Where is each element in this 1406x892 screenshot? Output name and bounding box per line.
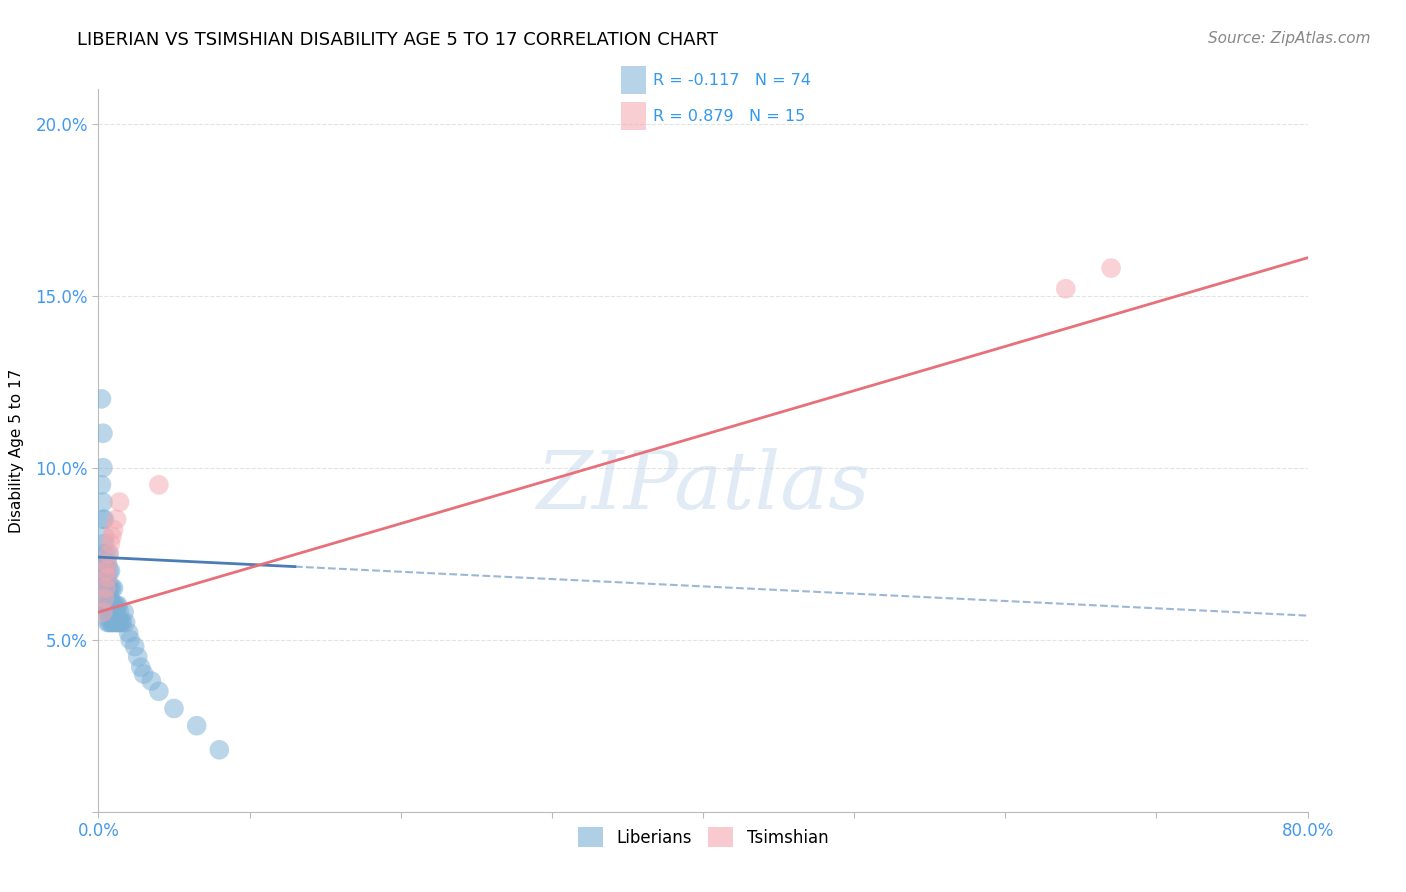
Point	[111, 615, 134, 630]
Point	[93, 536, 115, 550]
Point	[186, 719, 208, 733]
Point	[132, 667, 155, 681]
Point	[96, 591, 118, 606]
Point	[118, 625, 141, 640]
Point	[98, 564, 121, 578]
Point	[94, 591, 117, 606]
Point	[105, 615, 128, 630]
Point	[90, 478, 112, 492]
Point	[91, 512, 114, 526]
Point	[93, 557, 115, 571]
Text: LIBERIAN VS TSIMSHIAN DISABILITY AGE 5 TO 17 CORRELATION CHART: LIBERIAN VS TSIMSHIAN DISABILITY AGE 5 T…	[77, 31, 718, 49]
Point	[93, 512, 115, 526]
Point	[104, 605, 127, 619]
Point	[101, 599, 124, 613]
Point	[103, 523, 125, 537]
Point	[100, 591, 122, 606]
Point	[100, 615, 122, 630]
Point	[101, 529, 124, 543]
Point	[148, 684, 170, 698]
Text: R = 0.879   N = 15: R = 0.879 N = 15	[654, 109, 806, 124]
Point	[104, 599, 127, 613]
Y-axis label: Disability Age 5 to 17: Disability Age 5 to 17	[10, 368, 24, 533]
Point	[1099, 261, 1122, 276]
Point	[96, 599, 118, 613]
Text: Source: ZipAtlas.com: Source: ZipAtlas.com	[1208, 31, 1371, 46]
Point	[124, 640, 146, 654]
Point	[96, 615, 118, 630]
Point	[208, 743, 231, 757]
Point	[91, 426, 114, 441]
Point	[103, 615, 125, 630]
Point	[94, 605, 117, 619]
Text: R = -0.117   N = 74: R = -0.117 N = 74	[654, 72, 811, 87]
Point	[96, 581, 118, 595]
Point	[93, 571, 115, 585]
Point	[107, 615, 129, 630]
Text: ZIPatlas: ZIPatlas	[536, 448, 870, 525]
Point	[103, 581, 125, 595]
Point	[96, 557, 118, 571]
Point	[91, 495, 114, 509]
Point	[141, 673, 163, 688]
Point	[94, 571, 117, 585]
Point	[93, 581, 115, 595]
Point	[105, 605, 128, 619]
Point	[103, 605, 125, 619]
Point	[127, 649, 149, 664]
Point	[100, 581, 122, 595]
Point	[108, 615, 131, 630]
Point	[98, 581, 121, 595]
Point	[120, 632, 142, 647]
Point	[98, 547, 121, 561]
Point	[104, 615, 127, 630]
Bar	[621, 66, 647, 95]
Point	[91, 460, 114, 475]
Point	[98, 547, 121, 561]
Point	[94, 557, 117, 571]
Point	[94, 581, 117, 595]
Point	[93, 529, 115, 543]
Point	[94, 547, 117, 561]
Point	[148, 478, 170, 492]
Point	[114, 615, 136, 630]
Point	[94, 564, 117, 578]
Point	[101, 605, 124, 619]
Point	[101, 581, 124, 595]
Point	[94, 599, 117, 613]
Point	[107, 599, 129, 613]
Point	[96, 571, 118, 585]
Point	[105, 512, 128, 526]
Point	[163, 701, 186, 715]
Point	[98, 615, 121, 630]
Point	[91, 547, 114, 561]
Point	[108, 495, 131, 509]
Point	[101, 615, 124, 630]
Point	[96, 605, 118, 619]
Point	[96, 557, 118, 571]
Point	[98, 599, 121, 613]
Point	[100, 599, 122, 613]
Point	[94, 581, 117, 595]
Point	[103, 599, 125, 613]
Point	[108, 605, 131, 619]
Point	[96, 571, 118, 585]
Point	[91, 605, 114, 619]
Point	[90, 392, 112, 406]
Point	[105, 599, 128, 613]
Legend: Liberians, Tsimshian: Liberians, Tsimshian	[571, 821, 835, 854]
Point	[100, 564, 122, 578]
Point	[112, 605, 135, 619]
Point	[1054, 282, 1077, 296]
Point	[93, 564, 115, 578]
Point	[100, 605, 122, 619]
Point	[100, 536, 122, 550]
Point	[98, 605, 121, 619]
Point	[94, 564, 117, 578]
Point	[129, 660, 152, 674]
Bar	[621, 103, 647, 130]
Point	[93, 591, 115, 606]
Point	[110, 615, 132, 630]
